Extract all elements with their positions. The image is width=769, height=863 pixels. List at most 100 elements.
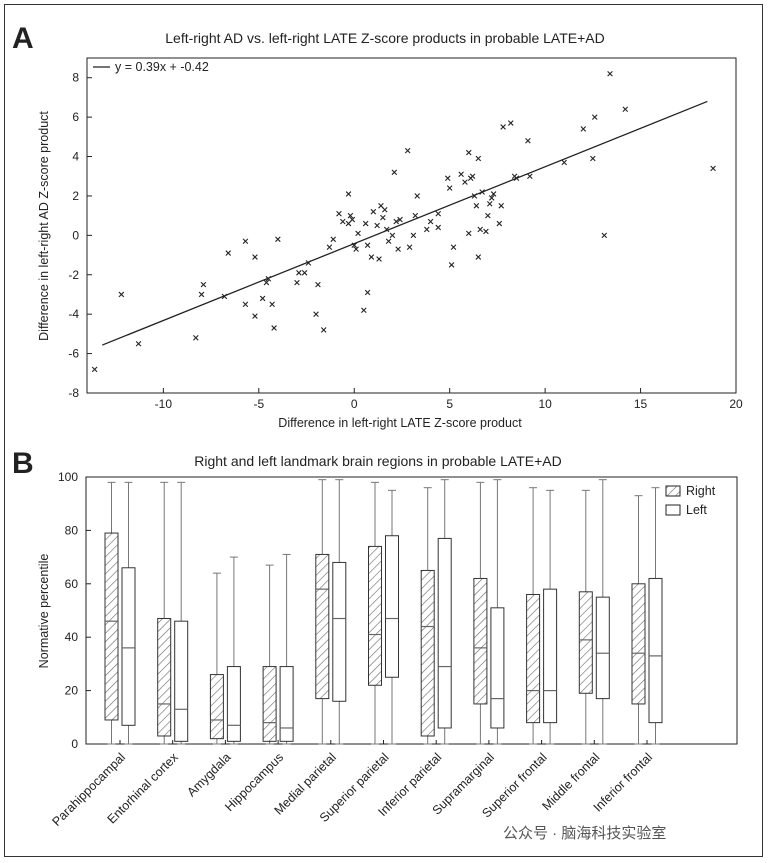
panel-a-legend-text: y = 0.39x + -0.42 xyxy=(115,60,209,74)
scatter-point xyxy=(475,155,482,162)
scatter-point xyxy=(326,244,333,250)
box-right xyxy=(104,481,119,745)
scatter-point xyxy=(360,307,367,314)
scatter-point xyxy=(200,281,207,288)
box-left xyxy=(174,481,189,745)
scatter-point xyxy=(498,203,505,209)
panel-a-y-tick-label: 4 xyxy=(72,150,79,164)
panel-a-y-tick-label: 6 xyxy=(72,110,79,124)
scatter-point xyxy=(381,206,388,213)
scatter-point xyxy=(364,289,371,296)
box-right xyxy=(420,487,435,745)
scatter-point xyxy=(376,256,382,262)
scatter-point xyxy=(91,366,98,373)
scatter-point xyxy=(353,246,359,252)
scatter-point xyxy=(450,244,457,250)
panel-a-y-tick-label: -2 xyxy=(68,268,79,282)
panel-b-letter: B xyxy=(12,447,34,480)
scatter-point xyxy=(397,216,403,223)
scatter-point xyxy=(315,281,321,288)
legend-label-right: Right xyxy=(686,484,716,498)
box-left xyxy=(543,489,558,745)
scatter-point xyxy=(305,260,312,266)
panel-a-x-tick-label: 15 xyxy=(634,397,648,411)
scatter-point xyxy=(485,212,491,219)
scatter-point xyxy=(242,301,249,308)
scatter-point xyxy=(490,191,497,197)
scatter-point xyxy=(391,169,398,176)
scatter-point xyxy=(500,124,506,130)
scatter-point xyxy=(446,185,453,191)
scatter-point xyxy=(347,212,354,219)
scatter-point xyxy=(385,238,392,245)
scatter-point xyxy=(389,232,396,239)
panel-a-x-tick-label: 10 xyxy=(538,397,552,411)
panel-b-plot-area xyxy=(85,476,738,745)
box-right xyxy=(526,487,541,745)
scatter-point xyxy=(473,203,480,209)
scatter-point xyxy=(414,193,421,199)
panel-a-y-tick-label: 2 xyxy=(72,189,79,203)
scatter-point xyxy=(370,208,377,215)
scatter-point xyxy=(435,210,442,217)
panel-a-x-axis-label: Difference in left-right LATE Z-score pr… xyxy=(278,416,522,430)
scatter-point xyxy=(368,254,375,260)
scatter-point xyxy=(225,250,232,256)
scatter-point xyxy=(198,291,205,298)
panel-a-title: Left-right AD vs. left-right LATE Z-scor… xyxy=(165,30,605,46)
scatter-point xyxy=(479,189,485,195)
regression-line xyxy=(102,100,708,346)
panel-a-scatter: A Left-right AD vs. left-right LATE Z-sc… xyxy=(12,22,743,430)
scatter-point xyxy=(448,262,455,268)
scatter-point xyxy=(444,175,451,181)
panel-b-title: Right and left landmark brain regions in… xyxy=(194,453,561,469)
scatter-point xyxy=(252,313,258,319)
scatter-point xyxy=(591,114,598,120)
scatter-point xyxy=(265,275,272,282)
panel-a-y-tick-label: -6 xyxy=(68,347,79,361)
scatter-point xyxy=(477,226,484,233)
panel-a-y-tick-label: 8 xyxy=(72,71,79,85)
panel-a-plot-area xyxy=(86,57,737,394)
panel-b-y-tick-label: 20 xyxy=(65,684,79,698)
box-left xyxy=(648,487,663,745)
scatter-point xyxy=(423,226,430,233)
scatter-point xyxy=(349,216,356,223)
scatter-point xyxy=(395,246,401,252)
scatter-point xyxy=(406,244,413,250)
panel-a-x-tick-label: -5 xyxy=(253,397,264,411)
box-right xyxy=(262,564,277,745)
panel-b-y-axis-label: Normative percentile xyxy=(37,554,51,669)
box-left xyxy=(437,479,452,745)
category-label: Amygdala xyxy=(184,750,233,799)
scatter-point xyxy=(269,301,275,308)
scatter-point xyxy=(513,175,520,181)
scatter-point xyxy=(710,165,716,172)
watermark-text: 公众号 · 脑海科技实验室 xyxy=(503,825,666,842)
box-left xyxy=(595,479,610,745)
panel-b-y-tick-label: 60 xyxy=(65,577,79,591)
box-right xyxy=(473,481,488,745)
scatter-point xyxy=(193,335,199,341)
scatter-point xyxy=(607,70,613,77)
panel-a-y-axis-label: Difference in left-right AD Z-score prod… xyxy=(37,111,51,341)
scatter-point xyxy=(259,295,266,302)
scatter-point xyxy=(355,230,361,237)
scatter-point xyxy=(469,173,476,180)
scatter-point xyxy=(488,195,495,201)
panel-a-x-tick-label: 0 xyxy=(351,397,358,411)
scatter-point xyxy=(362,220,369,227)
scatter-point xyxy=(296,270,302,276)
box-right xyxy=(578,489,593,745)
legend-swatch-left xyxy=(665,504,681,516)
scatter-point xyxy=(374,222,380,229)
scatter-point xyxy=(435,224,442,231)
box-left xyxy=(332,479,347,745)
scatter-point xyxy=(313,311,319,317)
box-left xyxy=(121,481,136,745)
scatter-point xyxy=(275,236,281,243)
scatter-point xyxy=(364,242,371,248)
scatter-point xyxy=(336,210,342,217)
box-right xyxy=(209,572,224,745)
